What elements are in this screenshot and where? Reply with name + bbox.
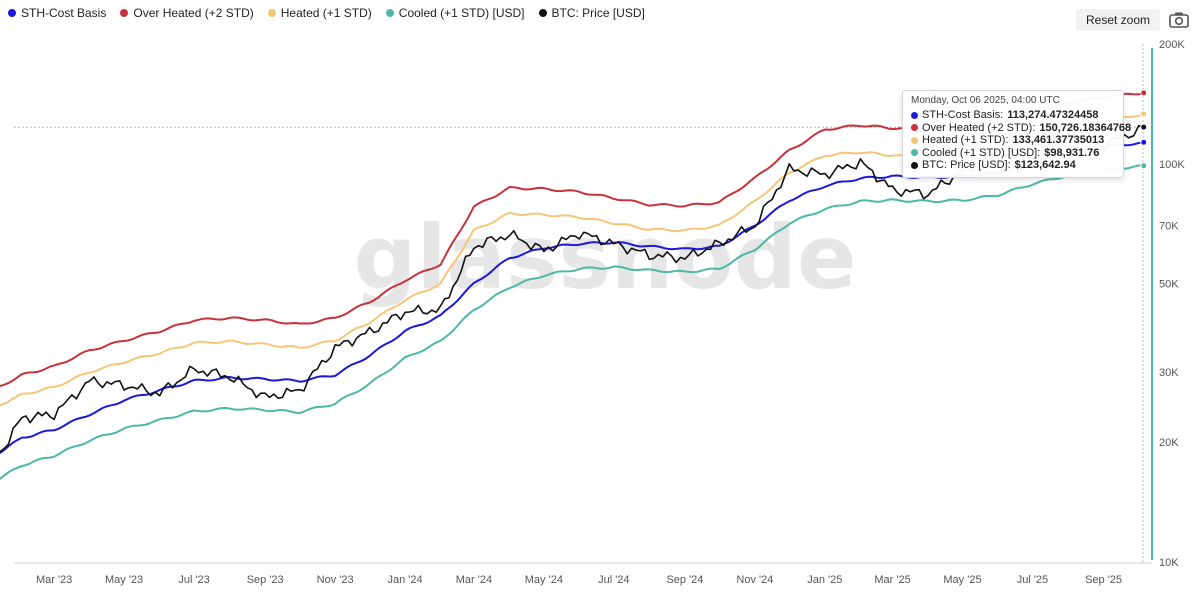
y-tick-label-4: 30K <box>1159 367 1179 379</box>
chart-legend: STH-Cost Basis Over Heated (+2 STD) Heat… <box>8 6 645 20</box>
legend-item-btc-price[interactable]: BTC: Price [USD] <box>538 6 645 20</box>
x-tick-label-9: Sep '24 <box>666 574 703 586</box>
tooltip-dot-icon <box>911 111 918 119</box>
x-tick-label-15: Sep '25 <box>1085 574 1122 586</box>
legend-label: STH-Cost Basis <box>21 6 107 20</box>
tooltip-dot-icon <box>911 161 918 169</box>
x-tick-label-5: Jan '24 <box>388 574 423 586</box>
x-tick-label-1: May '23 <box>105 574 143 586</box>
tooltip-dot-icon <box>911 136 918 144</box>
tooltip-label: BTC: Price [USD]: <box>922 159 1011 172</box>
x-tick-label-6: Mar '24 <box>456 574 492 586</box>
tooltip-value: 133,461.37735013 <box>1012 134 1105 147</box>
tooltip-row-cooled: Cooled (+1 STD) [USD]: $98,931.76 <box>911 147 1115 160</box>
tooltip-value: $98,931.76 <box>1044 146 1100 159</box>
grid-layer <box>14 44 1146 562</box>
tooltip-label: STH-Cost Basis: <box>922 109 1004 122</box>
tooltip-row-over-heated: Over Heated (+2 STD): 150,726.18364768 <box>911 121 1131 135</box>
x-tick-label-2: Jul '23 <box>178 574 209 586</box>
legend-dot-icon <box>385 9 394 17</box>
legend-dot-icon <box>267 9 276 17</box>
series-end-marker-2 <box>1140 138 1148 146</box>
x-tick-label-7: May '24 <box>525 574 563 586</box>
tooltip-value: $123,642.94 <box>1014 159 1076 172</box>
x-tick-label-10: Nov '24 <box>736 574 773 586</box>
watermark-logo: glassnode <box>353 206 856 309</box>
tooltip-dot-icon <box>911 124 918 132</box>
legend-item-sth-cost-basis[interactable]: STH-Cost Basis <box>8 6 106 20</box>
legend-item-over-heated[interactable]: Over Heated (+2 STD) <box>120 6 254 20</box>
axis-layer: 200K 100K 70K 50K 30K 20K 10K Mar '23 May '23 Jul… <box>14 39 1185 586</box>
tooltip-label: Heated (+1 STD): <box>922 134 1009 147</box>
legend-dot-icon <box>120 9 129 17</box>
x-tick-label-11: Jan '25 <box>807 574 842 586</box>
y-tick-label-6: 10K <box>1159 557 1179 569</box>
tooltip-row-sth-cost-basis: STH-Cost Basis: 113,274.47324458 <box>911 109 1115 122</box>
legend-label: Heated (+1 STD) <box>280 6 372 20</box>
series-end-marker-1 <box>1140 110 1148 118</box>
series-end-marker-3 <box>1140 162 1148 170</box>
x-tick-label-0: Mar '23 <box>36 574 72 586</box>
tooltip-value: 113,274.47324458 <box>1007 109 1099 122</box>
legend-dot-icon <box>8 9 16 17</box>
tooltip-label: Cooled (+1 STD) [USD]: <box>922 146 1041 159</box>
legend-label: BTC: Price [USD] <box>551 6 645 20</box>
y-tick-label-1: 100K <box>1159 159 1185 171</box>
legend-item-heated[interactable]: Heated (+1 STD) <box>267 6 372 20</box>
series-end-marker-0 <box>1140 89 1148 97</box>
tooltip-label: Over Heated (+2 STD): <box>922 121 1036 134</box>
tooltip-timestamp: Monday, Oct 06 2025, 04:00 UTC <box>911 95 1060 106</box>
tooltip-row-btc-price: BTC: Price [USD]: $123,642.94 <box>911 159 1115 172</box>
y-tick-label-0: 200K <box>1159 39 1185 51</box>
x-tick-label-14: Jul '25 <box>1017 574 1048 586</box>
camera-icon[interactable] <box>1168 10 1190 30</box>
reset-zoom-button[interactable]: Reset zoom <box>1076 9 1161 31</box>
legend-dot-icon <box>538 9 547 17</box>
legend-item-cooled[interactable]: Cooled (+1 STD) [USD] <box>385 6 525 20</box>
tooltip-value: 150,726.18364768 <box>1039 121 1132 134</box>
x-tick-label-13: May '25 <box>943 574 981 586</box>
tooltip-dot-icon <box>911 149 918 157</box>
legend-label: Cooled (+1 STD) [USD] <box>398 6 525 20</box>
y-tick-label-2: 70K <box>1159 221 1179 233</box>
x-tick-label-8: Jul '24 <box>598 574 629 586</box>
chart-tooltip: Monday, Oct 06 2025, 04:00 UTC STH-Cost … <box>902 90 1131 178</box>
legend-label: Over Heated (+2 STD) <box>133 6 254 20</box>
series-end-marker-4 <box>1140 123 1148 131</box>
tooltip-row-heated: Heated (+1 STD): 133,461.37735013 <box>911 134 1115 147</box>
x-tick-label-12: Mar '25 <box>874 574 910 586</box>
x-tick-label-3: Sep '23 <box>247 574 284 586</box>
y-tick-label-5: 20K <box>1159 437 1179 449</box>
x-tick-label-4: Nov '23 <box>317 574 354 586</box>
series-line-3 <box>0 164 1144 480</box>
y-tick-label-3: 50K <box>1159 279 1179 291</box>
series-line-4 <box>0 124 1144 454</box>
